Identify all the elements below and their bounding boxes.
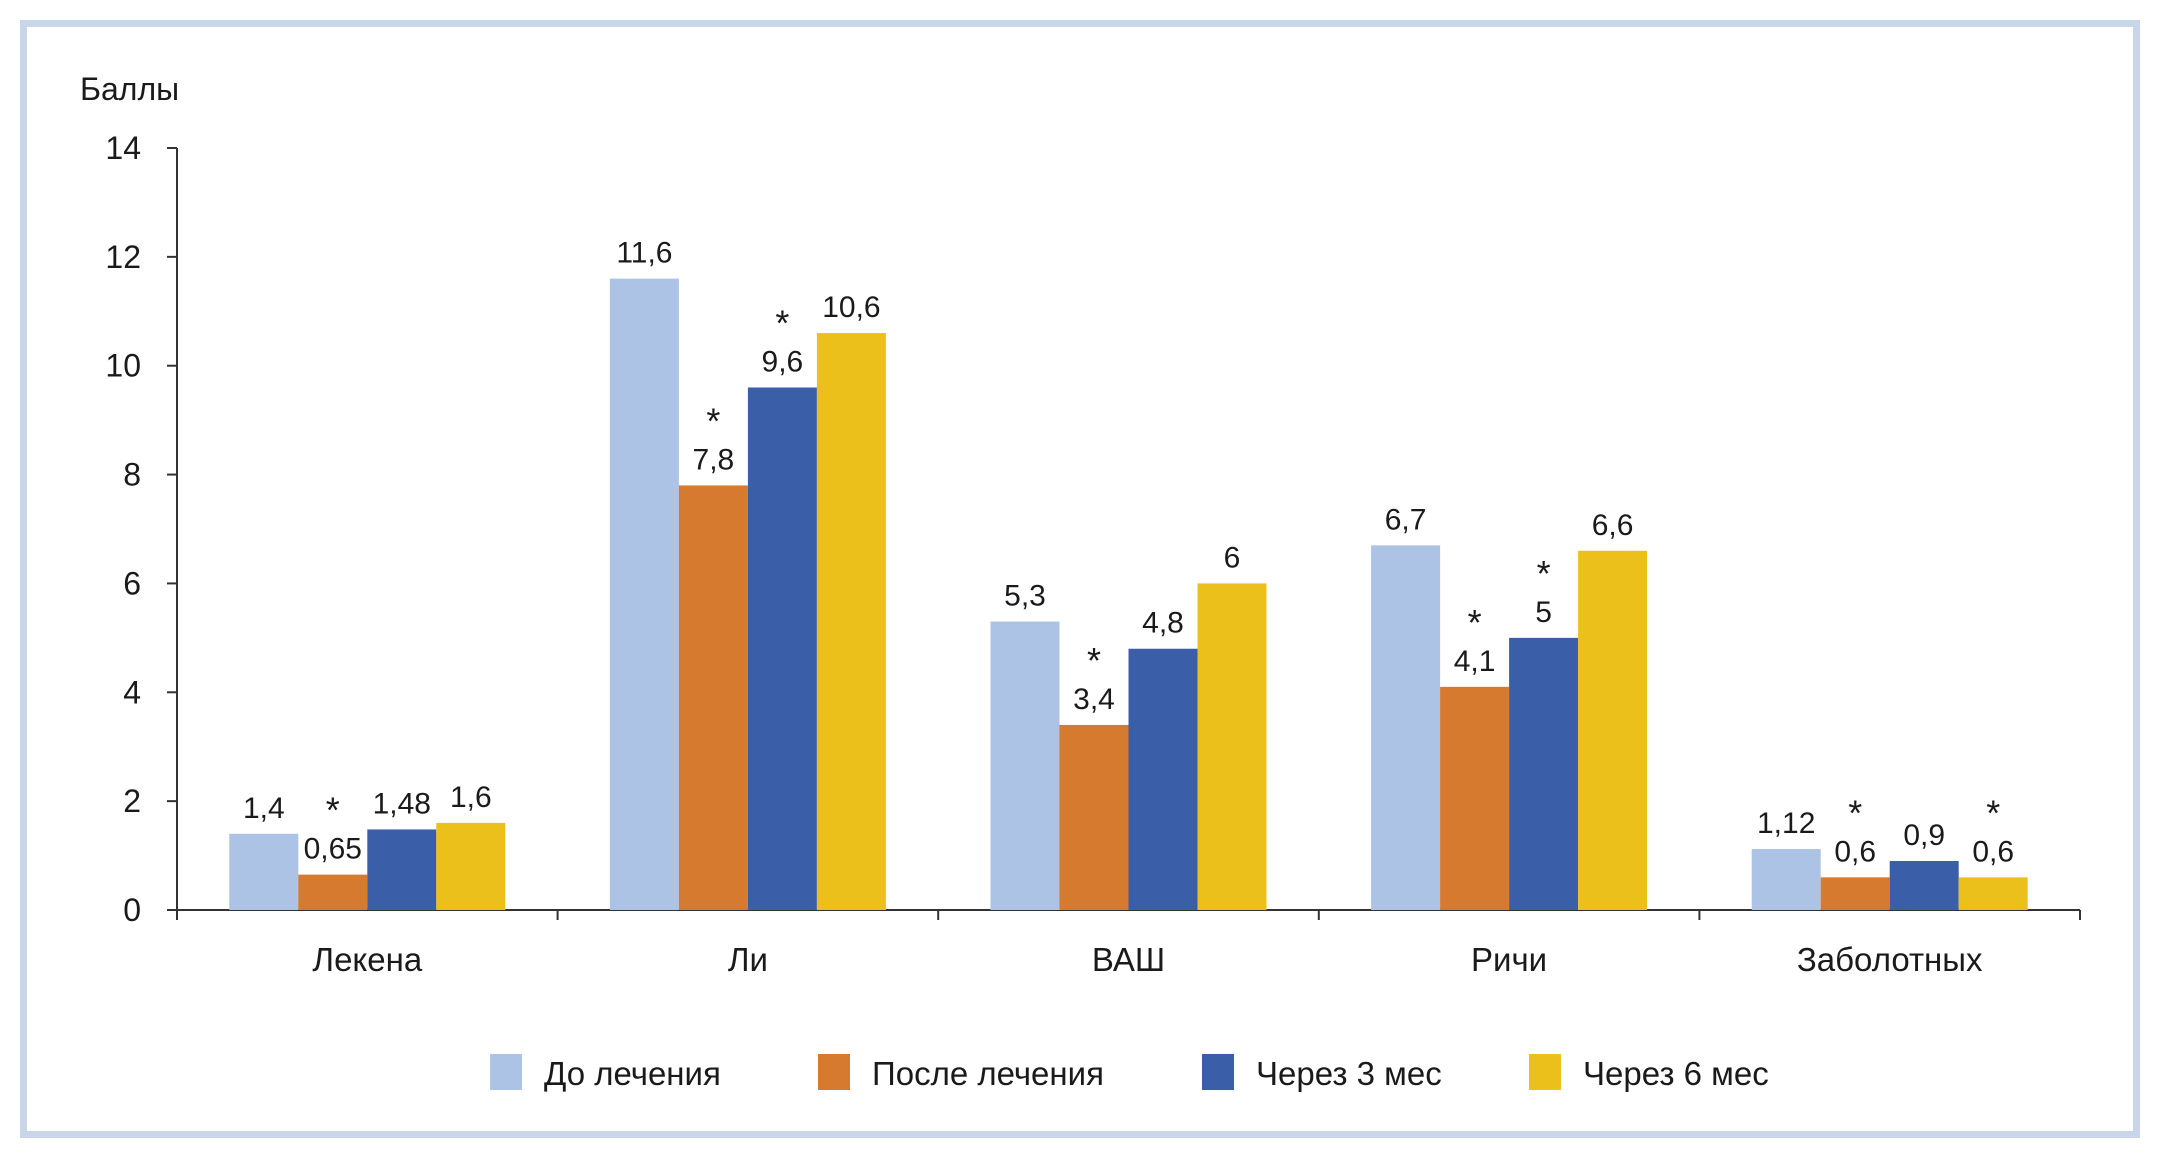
data-label: 5 bbox=[1535, 596, 1552, 629]
significance-marker: * bbox=[1087, 640, 1101, 681]
significance-marker: * bbox=[1537, 553, 1551, 594]
legend-label: До лечения bbox=[544, 1055, 721, 1092]
y-tick-label: 14 bbox=[105, 130, 141, 166]
bar bbox=[1889, 861, 1959, 910]
category-label: Ричи bbox=[1471, 941, 1547, 978]
y-tick-label: 2 bbox=[123, 783, 141, 819]
bar bbox=[367, 829, 437, 910]
significance-marker: * bbox=[706, 400, 720, 441]
bars bbox=[229, 278, 2028, 911]
data-label: 0,6 bbox=[1972, 835, 2014, 868]
bar bbox=[609, 278, 679, 911]
data-label: 0,6 bbox=[1834, 835, 1876, 868]
significance-marker: * bbox=[1848, 792, 1862, 833]
data-label: 6,7 bbox=[1385, 503, 1427, 536]
bar bbox=[298, 874, 368, 910]
bar bbox=[229, 833, 299, 910]
value-labels: 1,411,65,36,71,120,65*7,8*3,4* 4,1*0,6*1,… bbox=[243, 237, 2014, 869]
data-label: 1,48 bbox=[373, 787, 431, 820]
data-label: 0,9 bbox=[1903, 819, 1945, 852]
bar bbox=[1440, 686, 1510, 910]
bar bbox=[1509, 637, 1579, 910]
data-label: 4,8 bbox=[1142, 607, 1184, 640]
data-label: 0,65 bbox=[304, 833, 362, 866]
bar bbox=[1820, 877, 1890, 910]
significance-marker: * bbox=[775, 302, 789, 343]
bar bbox=[1751, 849, 1821, 910]
bar bbox=[1371, 545, 1441, 910]
y-tick-label: 4 bbox=[123, 674, 141, 710]
data-label: 5,3 bbox=[1004, 580, 1046, 613]
bar bbox=[1958, 877, 2028, 910]
chart-frame bbox=[20, 20, 2140, 1138]
legend: До лечения После лечения Через 3 мес Через … bbox=[490, 1054, 1769, 1092]
category-label: Ли bbox=[728, 941, 768, 978]
category-label: Лекена bbox=[312, 941, 422, 978]
bar bbox=[990, 621, 1060, 910]
data-label: 4,1 bbox=[1454, 645, 1496, 678]
legend-label: Через 6 мес bbox=[1583, 1055, 1769, 1092]
y-tick-label: 0 bbox=[123, 892, 141, 928]
bar bbox=[816, 333, 886, 910]
y-tick-label: 8 bbox=[123, 457, 141, 493]
y-tick-label: 10 bbox=[105, 348, 141, 384]
legend-swatch bbox=[1529, 1054, 1561, 1090]
data-label: 1,12 bbox=[1757, 807, 1815, 840]
data-label: 7,8 bbox=[693, 443, 735, 476]
data-label: 6,6 bbox=[1592, 509, 1634, 542]
category-label: Заболотных bbox=[1797, 941, 1983, 978]
bar bbox=[1059, 724, 1129, 910]
legend-swatch bbox=[1202, 1054, 1234, 1090]
y-tick-label: 12 bbox=[105, 239, 141, 275]
data-label: 3,4 bbox=[1073, 683, 1115, 716]
legend-label: После лечения bbox=[872, 1055, 1104, 1092]
legend-swatch bbox=[818, 1054, 850, 1090]
significance-marker: * bbox=[1986, 792, 2000, 833]
y-axis-title: Баллы bbox=[80, 71, 179, 107]
legend-swatch bbox=[490, 1054, 522, 1090]
data-label: 1,6 bbox=[450, 781, 492, 814]
data-label: 9,6 bbox=[762, 345, 804, 378]
significance-marker: * bbox=[1468, 602, 1482, 643]
y-tick-label: 6 bbox=[123, 565, 141, 601]
significance-marker: * bbox=[326, 790, 340, 831]
bar bbox=[436, 822, 506, 910]
category-label: ВАШ bbox=[1092, 941, 1165, 978]
data-label: 1,4 bbox=[243, 792, 285, 825]
data-label: 11,6 bbox=[616, 237, 672, 270]
data-label: 10,6 bbox=[822, 291, 880, 324]
bar bbox=[1578, 550, 1648, 910]
bar bbox=[1128, 648, 1198, 910]
bar bbox=[1197, 583, 1267, 910]
bar bbox=[678, 485, 748, 910]
bar bbox=[747, 387, 817, 910]
legend-label: Через 3 мес bbox=[1256, 1055, 1442, 1092]
data-label: 6 bbox=[1224, 541, 1241, 574]
